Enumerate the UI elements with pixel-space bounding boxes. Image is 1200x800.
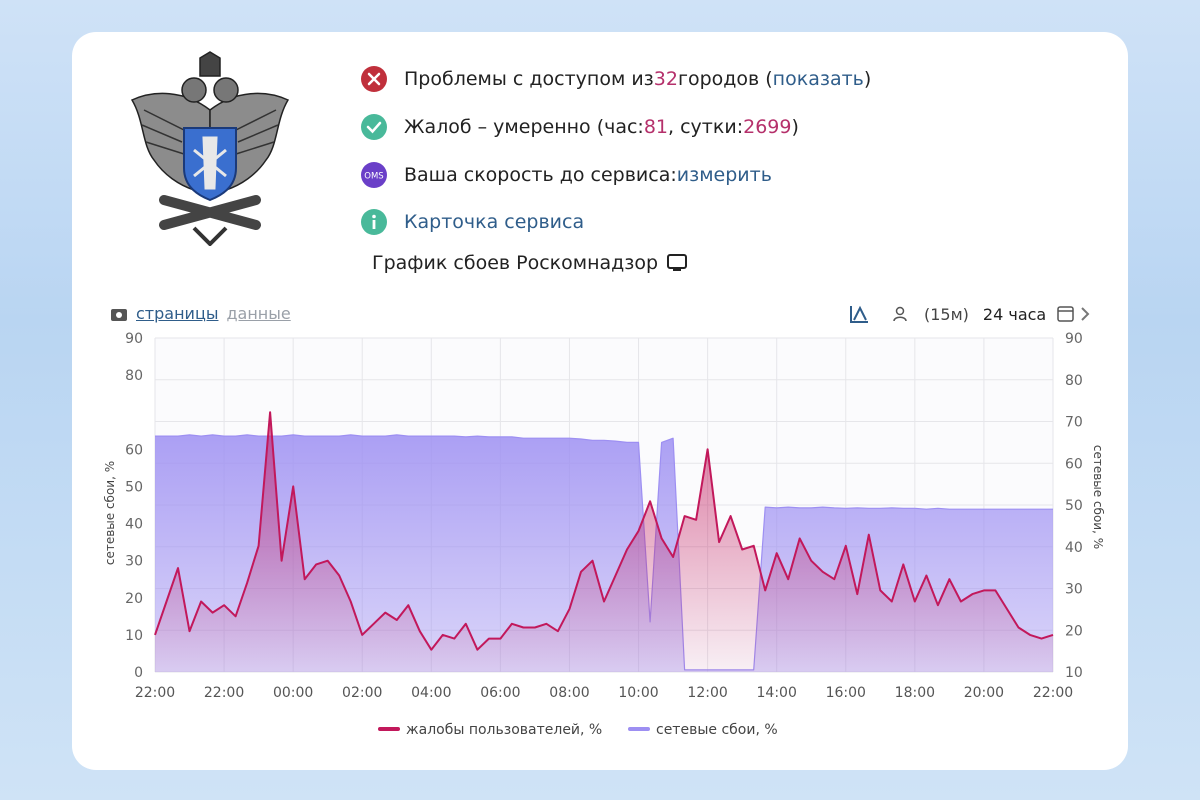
x-tick-label: 18:00 (895, 685, 935, 701)
x-tick-label: 04:00 (411, 685, 451, 701)
x-tick-label: 08:00 (549, 685, 589, 701)
status-text: ) (791, 116, 799, 138)
controls: (15м) 24 часа (848, 304, 1096, 324)
series-line (155, 434, 1053, 671)
chart-heading-row: График сбоев Роскомнадзор (372, 252, 688, 274)
y-tick-label: 40 (125, 517, 143, 533)
calendar-next[interactable] (1056, 304, 1096, 324)
chart-heading: График сбоев Роскомнадзор (372, 252, 659, 274)
status-text: городов ( (677, 68, 773, 90)
x-tick-label: 22:00 (1033, 685, 1073, 701)
oms-icon: OMS (361, 162, 387, 188)
hour-count: 81 (643, 116, 669, 138)
y2-tick-label: 80 (1065, 373, 1083, 389)
y2-tick-label: 50 (1065, 498, 1083, 514)
legend-label: жалобы пользователей, % (406, 722, 602, 738)
interval[interactable]: (15м) (924, 304, 969, 324)
y2-tick-label: 10 (1065, 665, 1083, 681)
x-tick-label: 02:00 (342, 685, 382, 701)
service-card-link[interactable]: Карточка сервиса (404, 211, 585, 233)
show-link[interactable]: показать (772, 68, 864, 90)
x-tick-label: 14:00 (757, 685, 797, 701)
status-speed: OMS Ваша скорость до сервиса: измерить (360, 160, 772, 190)
y2-tick-label: 40 (1065, 540, 1083, 556)
emblem (130, 51, 290, 246)
error-icon (361, 66, 387, 92)
legend-item[interactable]: жалобы пользователей, % (378, 722, 602, 738)
x-tick-label: 16:00 (826, 685, 866, 701)
tab-data[interactable]: данные (226, 304, 291, 323)
status-card: Карточка сервиса (360, 207, 584, 237)
status-text: , сутки: (668, 116, 744, 138)
legend-item[interactable]: сетевые сбои, % (628, 722, 778, 738)
user-icon[interactable] (890, 304, 910, 324)
y2-tick-label: 30 (1065, 582, 1083, 598)
y-axis-title: сетевые сбои, % (103, 461, 117, 565)
y2-tick-label: 70 (1065, 415, 1083, 431)
camera-icon (111, 308, 127, 321)
city-count: 32 (653, 68, 678, 90)
status-access: Проблемы с доступом из 32 городов (показ… (360, 64, 871, 94)
series-line (154, 411, 1054, 651)
y-tick-label: 10 (125, 628, 143, 644)
status-text: Ваша скорость до сервиса: (404, 164, 677, 186)
y-tick-label: 20 (125, 591, 143, 607)
day-count: 2699 (743, 116, 792, 138)
x-tick-label: 10:00 (618, 685, 658, 701)
y-tick-label: 80 (125, 368, 143, 384)
legend-label: сетевые сбои, % (656, 722, 778, 738)
y-tick-label: 50 (125, 479, 143, 495)
y-tick-label: 0 (134, 665, 143, 681)
x-tick-label: 00:00 (273, 685, 313, 701)
x-tick-label: 22:00 (135, 685, 175, 701)
x-tick-label: 12:00 (687, 685, 727, 701)
y2-axis-title: сетевые сбои, % (1091, 445, 1105, 549)
scale-icon[interactable] (848, 304, 870, 324)
status-text: Проблемы с доступом из (404, 68, 654, 90)
y-tick-label: 60 (125, 442, 143, 458)
status-complaints: Жалоб – умеренно (час: 81, сутки: 2699) (360, 112, 799, 142)
y2-tick-label: 20 (1065, 623, 1083, 639)
tab-pages[interactable]: страницы (136, 304, 219, 323)
ok-icon (361, 114, 387, 140)
y-tick-label: 90 (125, 331, 143, 347)
x-tick-label: 20:00 (964, 685, 1004, 701)
y-tick-label: 30 (125, 554, 143, 570)
shield-symbol (193, 136, 227, 190)
area-fill (155, 412, 1053, 672)
status-text: ) (863, 68, 872, 90)
measure-link[interactable]: измерить (676, 164, 772, 186)
info-icon (361, 209, 387, 235)
y2-tick-label: 60 (1065, 456, 1083, 472)
tabs: страницы данные (110, 304, 291, 323)
monitor-icon (667, 254, 688, 271)
x-tick-label: 06:00 (480, 685, 520, 701)
period[interactable]: 24 часа (982, 304, 1047, 324)
status-text: Жалоб – умеренно (час: (404, 116, 644, 138)
oms-badge: OMS (364, 172, 383, 182)
y2-tick-label: 90 (1065, 331, 1083, 347)
x-tick-label: 22:00 (204, 685, 244, 701)
